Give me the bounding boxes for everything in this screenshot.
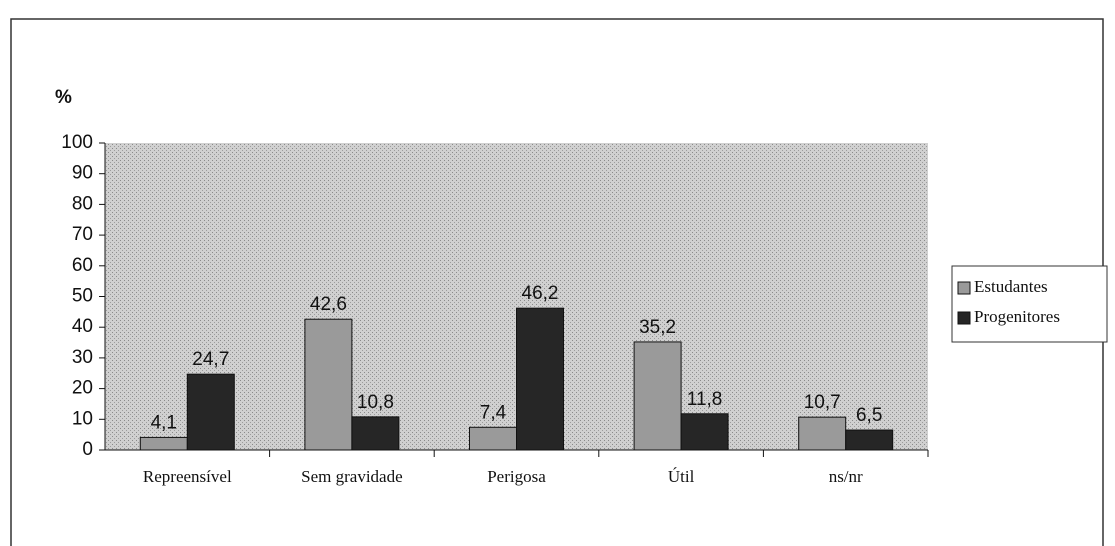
bar <box>633 341 682 451</box>
bar <box>845 429 894 451</box>
x-tick-label: Perigosa <box>487 467 546 486</box>
value-label: 35,2 <box>639 317 676 338</box>
y-tick-label: 80 <box>72 193 93 214</box>
value-label: 6,5 <box>856 405 882 426</box>
value-label: 10,8 <box>357 392 394 413</box>
y-tick-label: 30 <box>72 347 93 368</box>
legend-label: Progenitores <box>974 307 1060 326</box>
bar <box>680 413 729 451</box>
x-tick-label: Útil <box>668 467 695 486</box>
value-label: 42,6 <box>310 294 347 315</box>
bar <box>139 436 188 451</box>
y-tick-label: 10 <box>72 408 93 429</box>
value-label: 10,7 <box>804 392 841 413</box>
bar <box>798 416 847 451</box>
x-tick-label: ns/nr <box>829 467 863 486</box>
y-tick-label: 90 <box>72 163 93 184</box>
legend-swatch <box>957 281 971 295</box>
bar <box>469 426 517 451</box>
value-label: 46,2 <box>522 283 559 304</box>
y-tick-label: 60 <box>72 255 93 276</box>
x-tick-label: Sem gravidade <box>301 467 403 486</box>
value-label: 11,8 <box>687 389 723 410</box>
bar <box>516 307 564 451</box>
value-label: 7,4 <box>480 402 507 423</box>
value-label: 24,7 <box>192 349 229 370</box>
legend <box>951 265 1108 343</box>
y-tick-label: 0 <box>82 439 93 460</box>
y-tick-label: 100 <box>61 132 93 153</box>
y-tick-label: 20 <box>72 378 93 399</box>
y-tick-label: 40 <box>72 316 93 337</box>
value-label: 4,1 <box>151 412 177 433</box>
y-axis-label: % <box>55 87 72 108</box>
bar <box>304 318 353 451</box>
bar <box>186 373 235 451</box>
y-tick-label: 50 <box>72 286 93 307</box>
legend-swatch <box>957 311 971 325</box>
x-tick-label: Repreensível <box>143 467 232 486</box>
bar <box>351 416 400 451</box>
legend-label: Estudantes <box>974 277 1048 296</box>
y-tick-label: 70 <box>72 224 93 245</box>
